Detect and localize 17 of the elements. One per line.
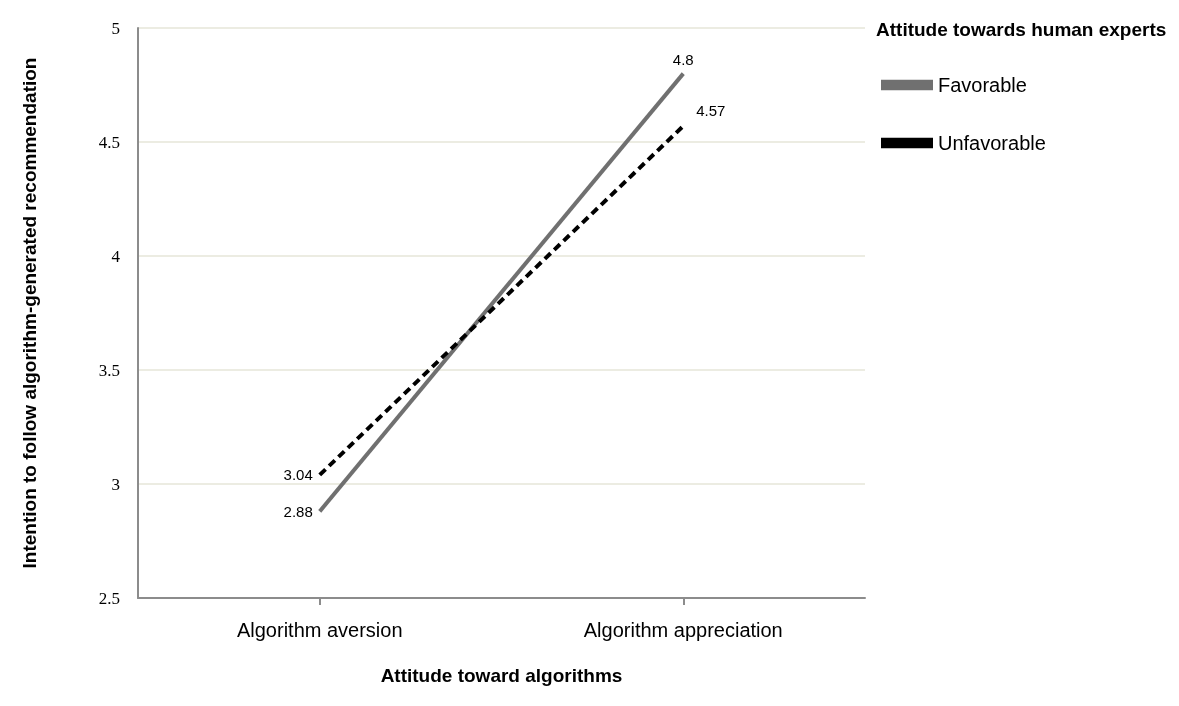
legend-label: Favorable	[938, 74, 1027, 96]
x-axis-title: Attitude toward algorithms	[380, 665, 623, 686]
y-tick-label: 3	[111, 474, 120, 494]
y-tick-label: 2.5	[98, 588, 120, 608]
data-label: 2.88	[283, 502, 313, 520]
data-label: 3.04	[283, 466, 313, 484]
data-label: 4.57	[696, 101, 726, 119]
y-axis-title: Intention to follow algorithm-generated recommendation	[18, 57, 40, 569]
legend-label: Unfavorable	[938, 132, 1046, 154]
x-tick-label: Algorithm appreciation	[583, 619, 783, 641]
legend-title: Attitude towards human experts	[876, 19, 1167, 40]
x-tick-label: Algorithm aversion	[236, 619, 403, 641]
y-tick-label: 5	[111, 18, 120, 38]
y-tick-label: 3.5	[98, 360, 120, 380]
y-tick-label: 4	[111, 246, 121, 266]
y-tick-label: 4.5	[98, 132, 120, 152]
data-label: 4.8	[672, 50, 694, 68]
